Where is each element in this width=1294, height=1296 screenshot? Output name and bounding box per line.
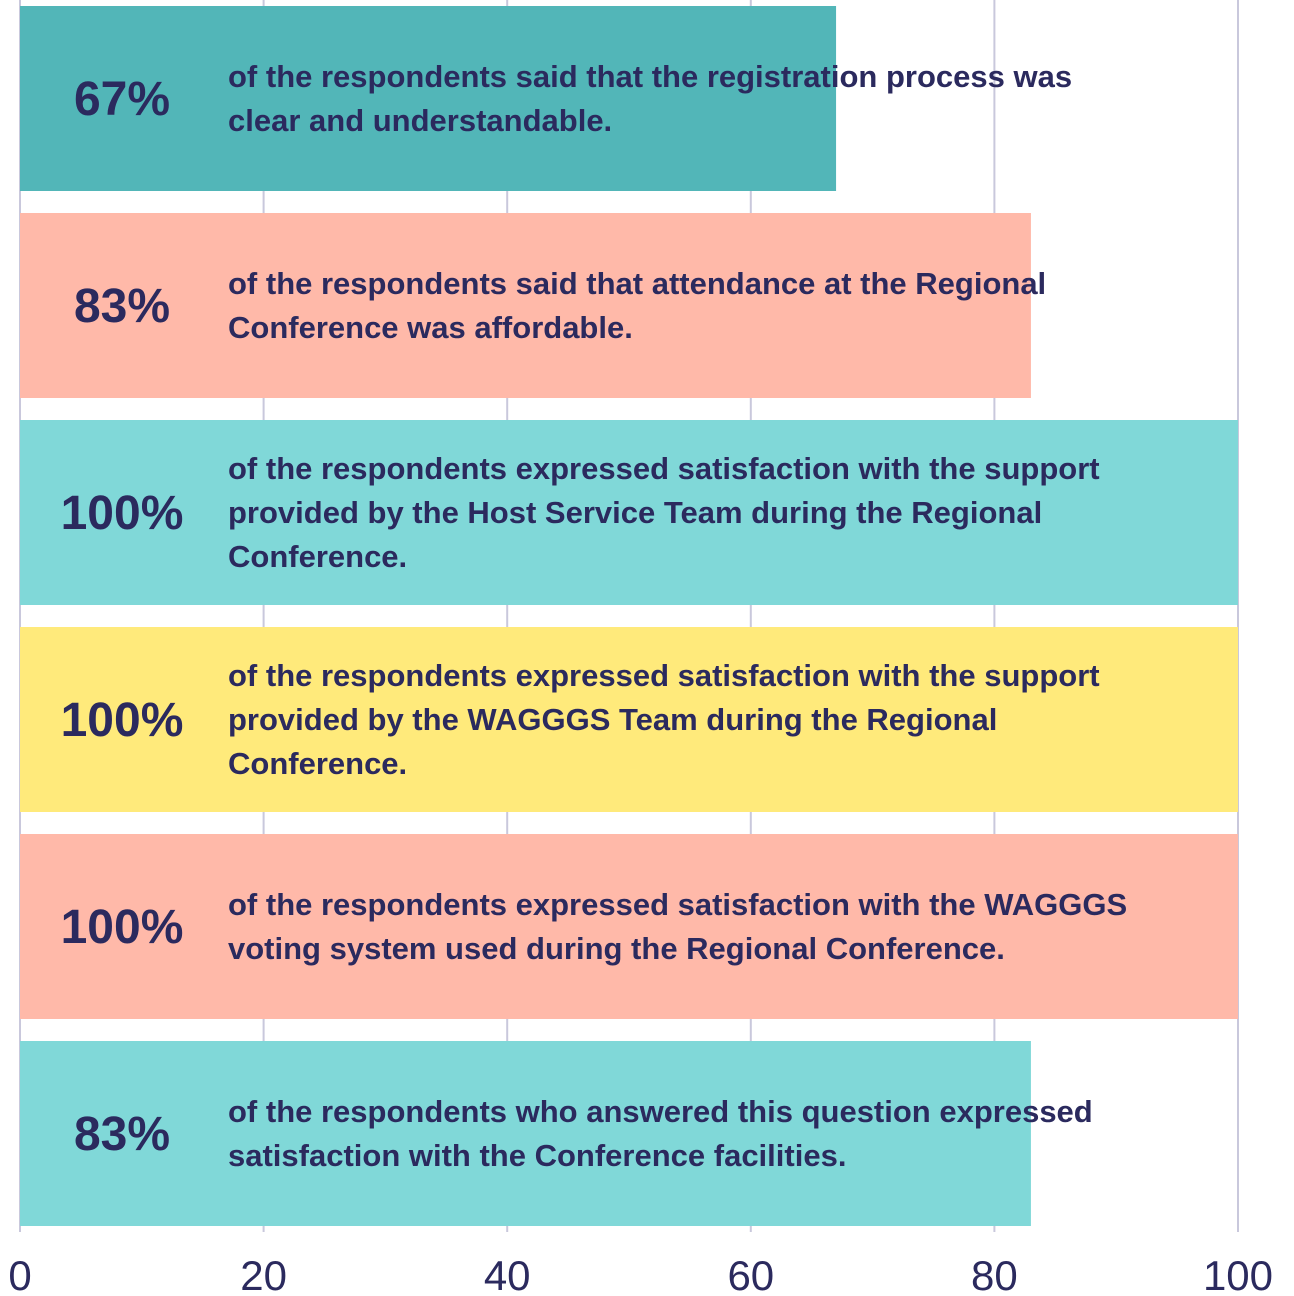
x-tick-label: 100	[1203, 1252, 1273, 1296]
x-tick-label: 0	[8, 1252, 31, 1296]
x-tick-label: 20	[240, 1252, 287, 1296]
value-label: 83%	[74, 280, 170, 333]
value-label: 100%	[61, 901, 184, 954]
value-label: 83%	[74, 1108, 170, 1161]
value-label: 67%	[74, 73, 170, 126]
category-label: of the respondents said that the registr…	[228, 58, 1073, 138]
bar	[20, 213, 1031, 398]
category-label: of the respondents expressed satisfactio…	[228, 886, 1128, 966]
x-tick-label: 60	[727, 1252, 774, 1296]
category-label: of the respondents expressed satisfactio…	[228, 657, 1100, 781]
value-label: 100%	[61, 694, 184, 747]
category-label: of the respondents who answered this que…	[228, 1093, 1093, 1173]
bar	[20, 420, 1238, 605]
category-label: of the respondents expressed satisfactio…	[228, 450, 1100, 574]
x-tick-label: 40	[484, 1252, 531, 1296]
value-label: 100%	[61, 487, 184, 540]
bar	[20, 6, 837, 191]
bar	[20, 627, 1238, 812]
category-label: of the respondents said that attendance …	[228, 265, 1047, 345]
x-tick-label: 80	[971, 1252, 1018, 1296]
bar	[20, 834, 1238, 1019]
bar	[20, 1041, 1031, 1226]
